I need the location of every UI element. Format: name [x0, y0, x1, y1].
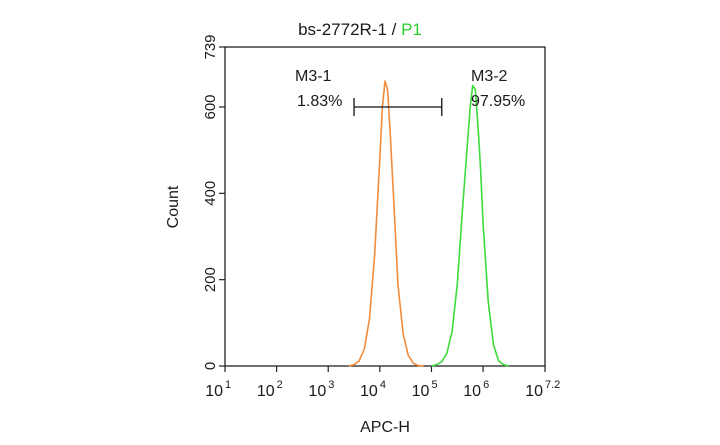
x-tick-exponent: 4 — [380, 379, 386, 391]
chart-title: bs-2772R-1 / P1 — [298, 20, 422, 39]
x-tick-label: 10 — [360, 383, 378, 400]
histogram-series-2 — [431, 84, 510, 367]
title-gate: P1 — [401, 20, 422, 39]
y-tick-label: 600 — [202, 94, 219, 119]
x-tick-label: 10 — [205, 383, 223, 400]
x-axis-label: APC-H — [360, 419, 410, 436]
x-tick-label: 10 — [257, 383, 275, 400]
gate-m3-1-name: M3-1 — [295, 68, 332, 85]
y-tick-label: 0 — [202, 362, 219, 370]
x-tick-exponent: 6 — [483, 379, 489, 391]
x-tick-exponent: 3 — [328, 379, 334, 391]
y-tick-label: 200 — [202, 267, 219, 292]
series-layer — [348, 80, 510, 367]
y-axis-label: Count — [165, 185, 182, 228]
gate-layer: M3-1 1.83% M3-2 97.95% — [295, 68, 525, 117]
y-tick-label: 400 — [202, 181, 219, 206]
x-tick-exponent: 2 — [277, 379, 283, 391]
x-tick-label: 10 — [525, 383, 543, 400]
x-tick-label: 10 — [463, 383, 481, 400]
title-sample: bs-2772R-1 — [298, 20, 387, 39]
plot-frame — [224, 46, 546, 367]
y-tick-label: 739 — [202, 34, 219, 59]
x-tick-exponent: 7.2 — [545, 379, 560, 391]
x-tick-label: 10 — [412, 383, 430, 400]
gate-m3-2-percent: 97.95% — [471, 93, 525, 110]
gate-m3-2-name: M3-2 — [471, 68, 508, 85]
x-tick-exponent: 5 — [431, 379, 437, 391]
x-tick-exponent: 1 — [225, 379, 231, 391]
title-separator: / — [387, 20, 401, 39]
gate-m3-1-percent: 1.83% — [297, 93, 342, 110]
histogram-series-1 — [348, 80, 424, 367]
x-tick-label: 10 — [308, 383, 326, 400]
